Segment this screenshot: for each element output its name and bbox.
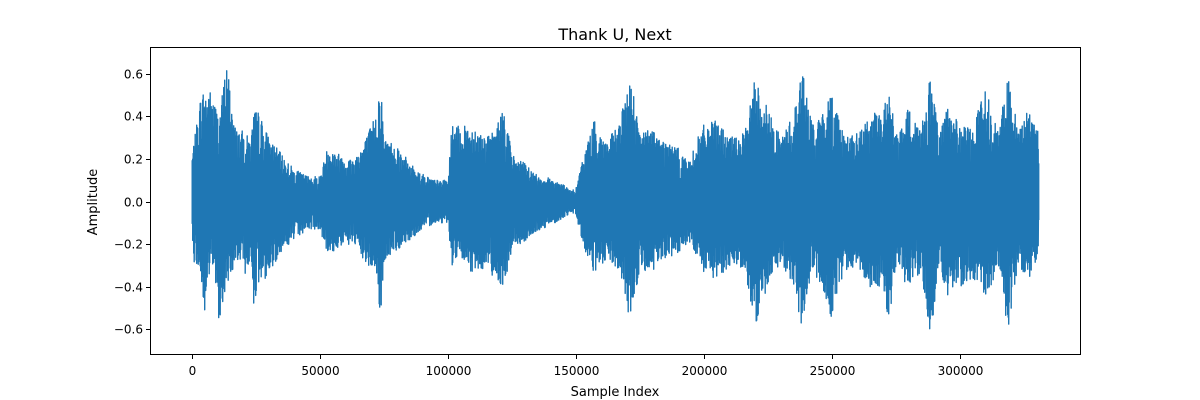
- y-tick-label: −0.6: [114, 323, 143, 337]
- x-tick-label: 250000: [810, 364, 856, 378]
- y-tick-label: 0.4: [124, 110, 143, 124]
- x-tick-label: 150000: [554, 364, 600, 378]
- waveform-line: [191, 70, 1040, 330]
- plot-area: [191, 70, 1040, 330]
- x-axis: 0 50000 100000 150000 200000 250000 300000: [189, 355, 984, 378]
- series-layer: [191, 70, 1040, 330]
- y-tick-label: −0.2: [114, 238, 143, 252]
- y-tick-label: 0.0: [124, 196, 143, 210]
- chart-title: Thank U, Next: [557, 25, 671, 44]
- plot-frame: [150, 47, 1081, 355]
- x-tick-label: 100000: [426, 364, 472, 378]
- y-tick-label: −0.4: [114, 281, 143, 295]
- y-tick-label: 0.2: [124, 153, 143, 167]
- y-axis-label: Amplitude: [86, 169, 101, 236]
- y-tick-label: 0.6: [124, 68, 143, 82]
- x-tick-label: 300000: [938, 364, 984, 378]
- x-axis-label: Sample Index: [571, 385, 660, 400]
- y-axis: −0.6 −0.4 −0.2 0.0 0.2 0.4 0.6: [114, 68, 150, 337]
- x-tick-label: 0: [189, 364, 197, 378]
- x-tick-label: 50000: [301, 364, 339, 378]
- x-tick-label: 200000: [682, 364, 728, 378]
